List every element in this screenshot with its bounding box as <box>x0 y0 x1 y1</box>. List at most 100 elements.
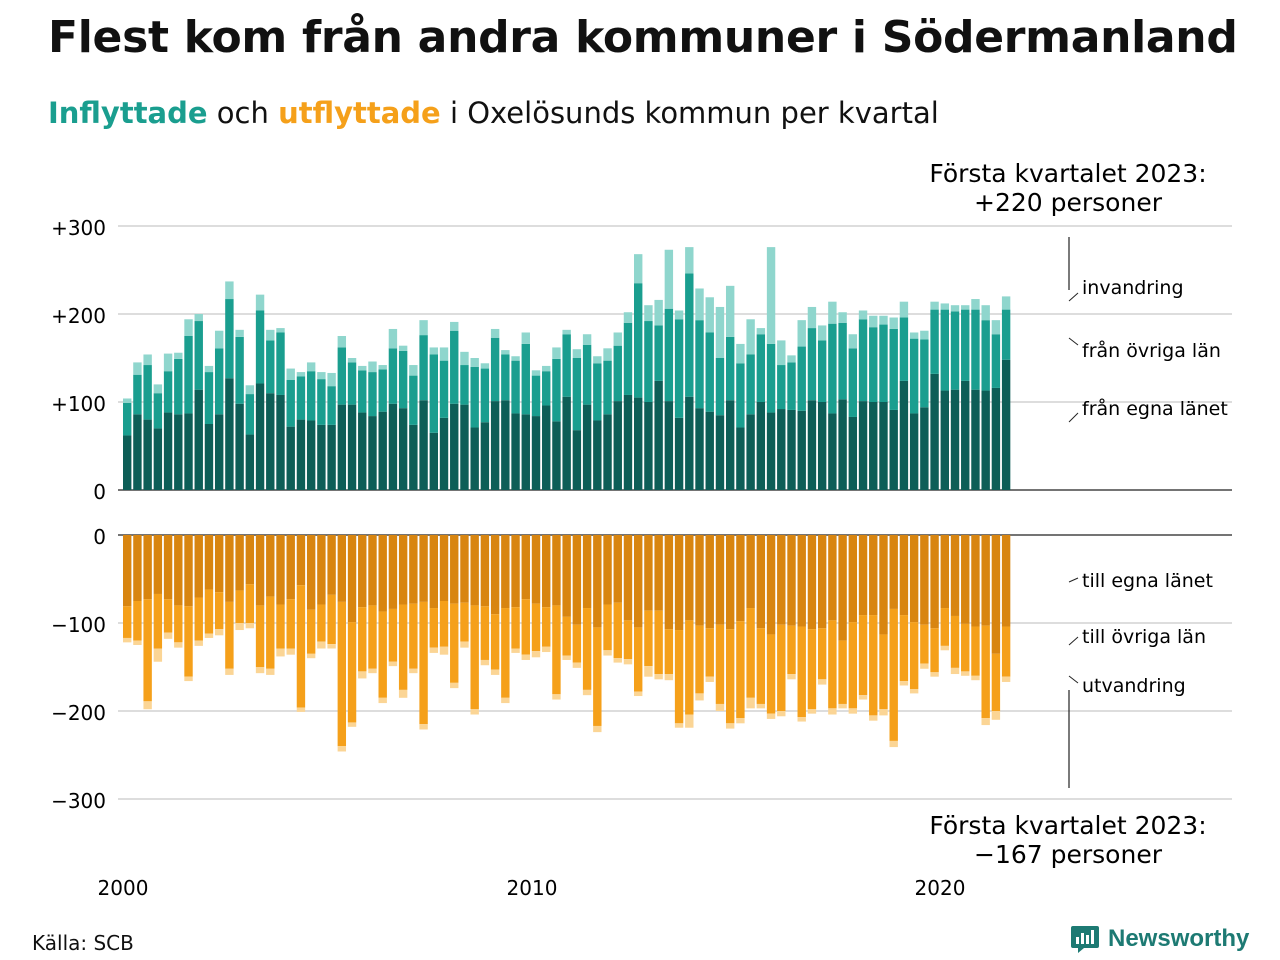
bar-out-till-ovriga-lan <box>266 596 275 669</box>
bar-in-invandring <box>276 328 285 333</box>
bar-out-till-egna-lanet <box>174 535 183 606</box>
bar-out-till-egna-lanet <box>582 535 592 609</box>
bar-out-utvandring <box>930 672 939 677</box>
bar-out-till-ovriga-lan <box>593 627 602 726</box>
bar-in-fran-egna-lanet <box>572 430 582 490</box>
bar-out-till-ovriga-lan <box>235 590 244 623</box>
bar-in-invandring <box>531 370 541 376</box>
bar-out-till-ovriga-lan <box>838 640 847 704</box>
bar-out-utvandring <box>511 648 520 653</box>
bar-in-fran-egna-lanet <box>838 399 847 490</box>
bar-out-till-ovriga-lan <box>204 589 214 634</box>
bar-out-till-ovriga-lan <box>909 622 919 689</box>
bar-in-fran-egna-lanet <box>654 380 663 490</box>
bar-in-fran-ovriga-lan <box>174 358 183 415</box>
bar-in-fran-egna-lanet <box>235 403 244 490</box>
bar-in-invandring <box>817 325 827 341</box>
bar-in-invandring <box>838 312 847 323</box>
bar-in-fran-ovriga-lan <box>961 309 970 381</box>
bar-out-utvandring <box>439 646 449 655</box>
bar-in-fran-ovriga-lan <box>899 317 909 381</box>
bar-out-till-egna-lanet <box>572 535 582 625</box>
bar-out-utvandring <box>368 668 377 674</box>
bar-in-fran-ovriga-lan <box>214 348 224 415</box>
bar-in-fran-ovriga-lan <box>245 394 255 435</box>
bar-out-till-egna-lanet <box>296 535 306 586</box>
bar-out-utvandring <box>593 725 602 733</box>
bar-in-fran-egna-lanet <box>981 390 990 490</box>
bar-out-till-ovriga-lan <box>848 622 858 709</box>
bar-out-till-egna-lanet <box>409 535 418 604</box>
bar-out-till-ovriga-lan <box>705 628 714 677</box>
bar-out-till-ovriga-lan <box>194 597 203 641</box>
bar-out-utvandring <box>378 697 387 704</box>
bar-in-invandring <box>889 317 898 329</box>
bar-in-invandring <box>971 299 980 310</box>
series-label-fran-ovriga-lan: från övriga län <box>1082 339 1221 362</box>
bar-out-till-egna-lanet <box>858 535 868 616</box>
bar-out-utvandring <box>163 632 173 639</box>
bar-in-fran-egna-lanet <box>552 421 561 490</box>
bar-out-utvandring <box>572 662 582 668</box>
bar-in-invandring <box>347 358 357 363</box>
bar-out-till-egna-lanet <box>306 535 316 610</box>
bar-out-utvandring <box>470 709 479 715</box>
label-leader-till-egna <box>1068 577 1079 583</box>
bar-in-fran-egna-lanet <box>531 416 541 490</box>
bar-out-till-ovriga-lan <box>930 628 939 673</box>
bar-out-till-egna-lanet <box>756 535 766 629</box>
bar-in-fran-ovriga-lan <box>347 362 357 405</box>
bar-out-till-ovriga-lan <box>828 620 837 709</box>
bar-out-till-egna-lanet <box>521 535 530 600</box>
bar-out-till-egna-lanet <box>133 535 142 601</box>
bar-out-till-ovriga-lan <box>572 624 582 663</box>
bar-in-invandring <box>664 249 674 309</box>
bar-out-utvandring <box>756 703 766 709</box>
bar-in-fran-ovriga-lan <box>327 386 336 425</box>
bar-out-utvandring <box>276 648 285 657</box>
bar-out-till-ovriga-lan <box>184 606 193 677</box>
bar-out-utvandring <box>398 689 408 698</box>
bar-in-fran-egna-lanet <box>674 417 684 490</box>
bar-out-utvandring <box>797 717 806 722</box>
bar-in-invandring <box>225 281 234 300</box>
bar-out-till-ovriga-lan <box>766 634 776 714</box>
bar-in-invandring <box>644 305 653 322</box>
bar-in-fran-egna-lanet <box>715 415 725 490</box>
bar-in-invandring <box>685 247 694 274</box>
subtitle-rest: i Oxelösunds kommun per kvartal <box>449 96 939 130</box>
bar-out-till-egna-lanet <box>490 535 500 615</box>
x-tick-2020: 2020 <box>915 876 966 900</box>
y-tick-bottom-0: 0 <box>93 525 106 549</box>
bar-in-fran-ovriga-lan <box>572 358 582 431</box>
brand-logo[interactable]: Newsworthy <box>1070 924 1249 954</box>
bar-in-fran-egna-lanet <box>593 420 602 490</box>
bar-in-invandring <box>848 334 858 349</box>
bar-out-utvandring <box>623 659 633 665</box>
bar-out-till-ovriga-lan <box>163 599 173 633</box>
bar-out-till-egna-lanet <box>368 535 377 606</box>
bar-in-fran-egna-lanet <box>153 428 163 490</box>
bar-in-fran-ovriga-lan <box>725 336 735 401</box>
bar-out-till-egna-lanet <box>429 535 438 609</box>
bar-out-till-ovriga-lan <box>347 622 357 723</box>
y-tick-top-100: +100 <box>51 392 106 416</box>
bar-out-till-egna-lanet <box>398 535 408 605</box>
bar-in-fran-egna-lanet <box>991 387 1001 490</box>
bar-in-invandring <box>961 305 970 310</box>
bar-in-invandring <box>204 365 214 373</box>
bar-out-till-egna-lanet <box>817 535 827 629</box>
bar-in-fran-ovriga-lan <box>163 371 173 413</box>
bar-in-fran-egna-lanet <box>787 409 796 490</box>
bar-in-fran-ovriga-lan <box>674 319 684 418</box>
bar-in-fran-ovriga-lan <box>296 376 306 420</box>
bar-in-invandring <box>899 301 909 318</box>
bar-out-utvandring <box>317 641 326 649</box>
bar-out-utvandring <box>542 646 551 653</box>
bar-out-till-egna-lanet <box>603 535 612 605</box>
bar-out-till-egna-lanet <box>276 535 285 605</box>
bar-out-till-ovriga-lan <box>439 601 449 647</box>
bar-out-till-ovriga-lan <box>777 624 786 711</box>
bar-in-fran-ovriga-lan <box>981 320 990 391</box>
bar-out-utvandring <box>725 723 735 729</box>
